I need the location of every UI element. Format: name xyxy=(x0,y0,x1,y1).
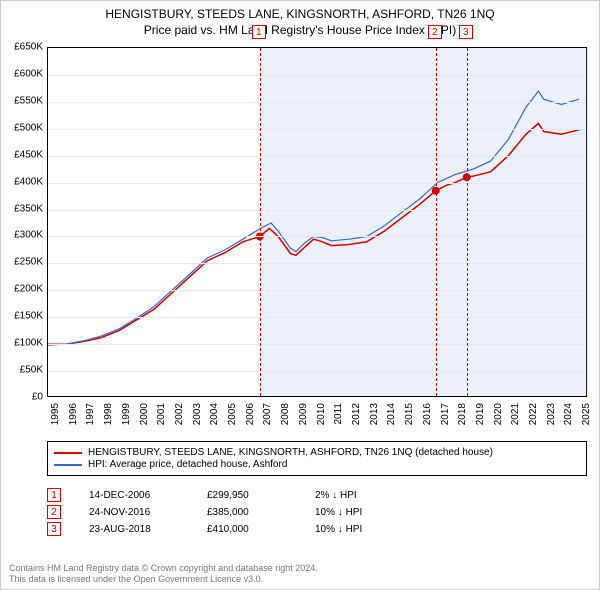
y-tick-label: £350K xyxy=(14,203,43,214)
x-tick-label: 2005 xyxy=(227,403,238,425)
gridline xyxy=(48,75,586,76)
x-tick-label: 2024 xyxy=(563,403,574,425)
line-svg xyxy=(48,48,588,398)
y-tick-label: £650K xyxy=(14,42,43,53)
reference-marker-box: 2 xyxy=(428,25,442,39)
plot-area xyxy=(47,47,587,397)
x-tick-label: 2013 xyxy=(369,403,380,425)
x-tick-label: 2007 xyxy=(262,403,273,425)
x-tick-label: 2002 xyxy=(174,403,185,425)
x-tick-label: 1996 xyxy=(68,403,79,425)
gridline xyxy=(48,183,586,184)
transaction-price: £410,000 xyxy=(207,524,287,535)
y-tick-label: £150K xyxy=(14,311,43,322)
transaction-price: £385,000 xyxy=(207,507,287,518)
reference-line xyxy=(436,48,437,396)
gridline xyxy=(48,156,586,157)
x-tick-label: 2018 xyxy=(457,403,468,425)
x-tick-label: 2006 xyxy=(245,403,256,425)
transaction-delta: 10% ↓ HPI xyxy=(315,524,415,535)
x-tick-label: 1999 xyxy=(121,403,132,425)
x-tick-label: 2014 xyxy=(386,403,397,425)
x-tick-label: 2023 xyxy=(546,403,557,425)
y-tick-label: £450K xyxy=(14,149,43,160)
x-tick-label: 2021 xyxy=(510,403,521,425)
gridline xyxy=(48,317,586,318)
gridline xyxy=(48,210,586,211)
legend-row: HPI: Average price, detached house, Ashf… xyxy=(54,459,580,470)
x-tick-label: 1997 xyxy=(85,403,96,425)
y-tick-label: £300K xyxy=(14,230,43,241)
gridline xyxy=(48,236,586,237)
legend-swatch xyxy=(54,452,82,454)
x-tick-label: 2010 xyxy=(316,403,327,425)
y-tick-label: £100K xyxy=(14,338,43,349)
x-tick-label: 2001 xyxy=(156,403,167,425)
reference-line xyxy=(260,48,261,396)
reference-marker-box: 3 xyxy=(459,25,473,39)
transaction-row: 1 14-DEC-2006 £299,950 2% ↓ HPI xyxy=(47,488,587,502)
x-tick-label: 2011 xyxy=(333,403,344,425)
x-tick-label: 2000 xyxy=(139,403,150,425)
x-tick-label: 2019 xyxy=(475,403,486,425)
legend-label: HPI: Average price, detached house, Ashf… xyxy=(88,459,287,470)
gridline xyxy=(48,129,586,130)
y-tick-label: £550K xyxy=(14,95,43,106)
transactions-table: 1 14-DEC-2006 £299,950 2% ↓ HPI 2 24-NOV-2016… xyxy=(47,485,587,539)
x-tick-label: 2004 xyxy=(209,403,220,425)
y-tick-label: £200K xyxy=(14,284,43,295)
legend-swatch xyxy=(54,464,82,466)
reference-line xyxy=(467,48,468,396)
footer-attribution: Contains HM Land Registry data © Crown c… xyxy=(9,563,318,586)
y-tick-label: £600K xyxy=(14,68,43,79)
transaction-marker-box: 3 xyxy=(47,522,61,536)
y-tick-label: £50K xyxy=(20,365,43,376)
transaction-date: 23-AUG-2018 xyxy=(89,524,179,535)
footer-line-2: This data is licensed under the Open Gov… xyxy=(9,574,318,585)
transaction-marker-box: 1 xyxy=(47,488,61,502)
transaction-row: 2 24-NOV-2016 £385,000 10% ↓ HPI xyxy=(47,505,587,519)
x-tick-label: 2025 xyxy=(581,403,592,425)
transaction-delta: 2% ↓ HPI xyxy=(315,490,415,501)
y-tick-label: £500K xyxy=(14,122,43,133)
transaction-row: 3 23-AUG-2018 £410,000 10% ↓ HPI xyxy=(47,522,587,536)
transaction-marker-box: 2 xyxy=(47,505,61,519)
gridline xyxy=(48,102,586,103)
gridline xyxy=(48,290,586,291)
x-tick-label: 2008 xyxy=(280,403,291,425)
transaction-date: 14-DEC-2006 xyxy=(89,490,179,501)
legend-label: HENGISTBURY, STEEDS LANE, KINGSNORTH, AS… xyxy=(88,447,493,458)
x-tick-label: 2012 xyxy=(351,403,362,425)
y-tick-label: £250K xyxy=(14,257,43,268)
x-tick-label: 2016 xyxy=(422,403,433,425)
x-tick-label: 2015 xyxy=(404,403,415,425)
gridline xyxy=(48,263,586,264)
x-tick-label: 2017 xyxy=(440,403,451,425)
title-block: HENGISTBURY, STEEDS LANE, KINGSNORTH, AS… xyxy=(1,1,599,37)
transaction-date: 24-NOV-2016 xyxy=(89,507,179,518)
legend-row: HENGISTBURY, STEEDS LANE, KINGSNORTH, AS… xyxy=(54,447,580,458)
reference-marker-box: 1 xyxy=(252,25,266,39)
transaction-price: £299,950 xyxy=(207,490,287,501)
x-tick-label: 2022 xyxy=(528,403,539,425)
legend-box: HENGISTBURY, STEEDS LANE, KINGSNORTH, AS… xyxy=(47,441,587,476)
gridline xyxy=(48,344,586,345)
x-tick-label: 2009 xyxy=(298,403,309,425)
title-line-1: HENGISTBURY, STEEDS LANE, KINGSNORTH, AS… xyxy=(1,7,599,21)
footer-line-1: Contains HM Land Registry data © Crown c… xyxy=(9,563,318,574)
gridline xyxy=(48,371,586,372)
transaction-delta: 10% ↓ HPI xyxy=(315,507,415,518)
chart-area: £0£50K£100K£150K£200K£250K£300K£350K£400… xyxy=(47,47,587,417)
x-tick-label: 2020 xyxy=(493,403,504,425)
x-tick-label: 1998 xyxy=(103,403,114,425)
y-tick-label: £400K xyxy=(14,176,43,187)
x-tick-label: 2003 xyxy=(192,403,203,425)
y-tick-label: £0 xyxy=(32,392,43,403)
x-tick-label: 1995 xyxy=(50,403,61,425)
title-line-2: Price paid vs. HM Land Registry's House … xyxy=(1,23,599,37)
chart-container: HENGISTBURY, STEEDS LANE, KINGSNORTH, AS… xyxy=(0,0,600,590)
